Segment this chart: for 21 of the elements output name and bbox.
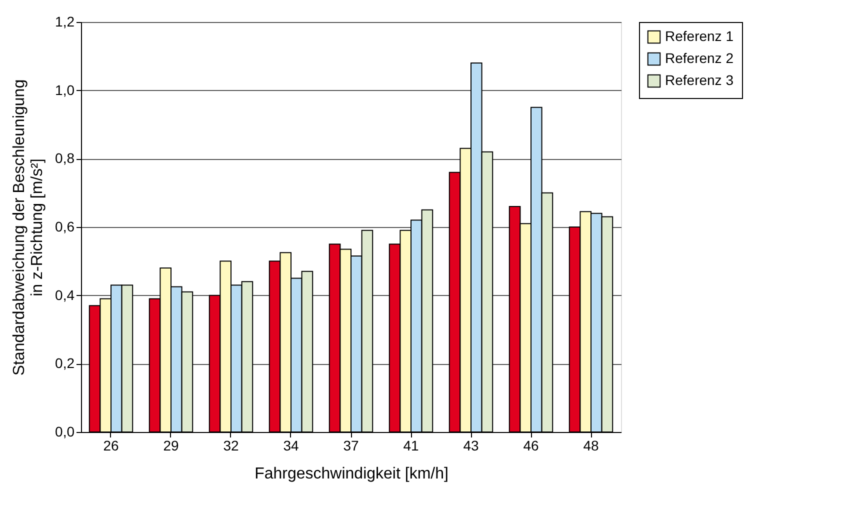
y-tick-label: 0,4 [55,286,75,303]
x-tick-label: 32 [223,438,239,454]
x-tick-label: 29 [163,438,179,454]
x-tick-label: 46 [523,438,539,454]
y-axis-title: Standardabweichung der Beschleunigung in z-Richtung [m/s²] [11,79,46,376]
legend-label: Referenz 2 [665,50,734,66]
legend-label: Referenz 1 [665,28,734,44]
y-tick-label: 0,2 [55,355,75,372]
x-tick-label: 48 [583,438,599,454]
y-tick-label: 1,0 [55,82,75,98]
x-tick-label: 37 [343,438,359,454]
legend-label: Referenz 3 [665,72,734,88]
x-tick-label: 26 [103,438,119,454]
y-tick-label: 0,8 [55,150,75,166]
y-tick-label: 0,6 [55,218,75,234]
y-tick-label: 1,2 [55,14,75,30]
y-tick-label: 0,0 [55,424,75,440]
x-tick-label: 34 [283,438,299,454]
x-axis-title: Fahrgeschwindigkeit [km/h] [254,466,448,482]
x-tick-label: 43 [463,438,479,454]
x-tick-label: 41 [403,438,419,454]
